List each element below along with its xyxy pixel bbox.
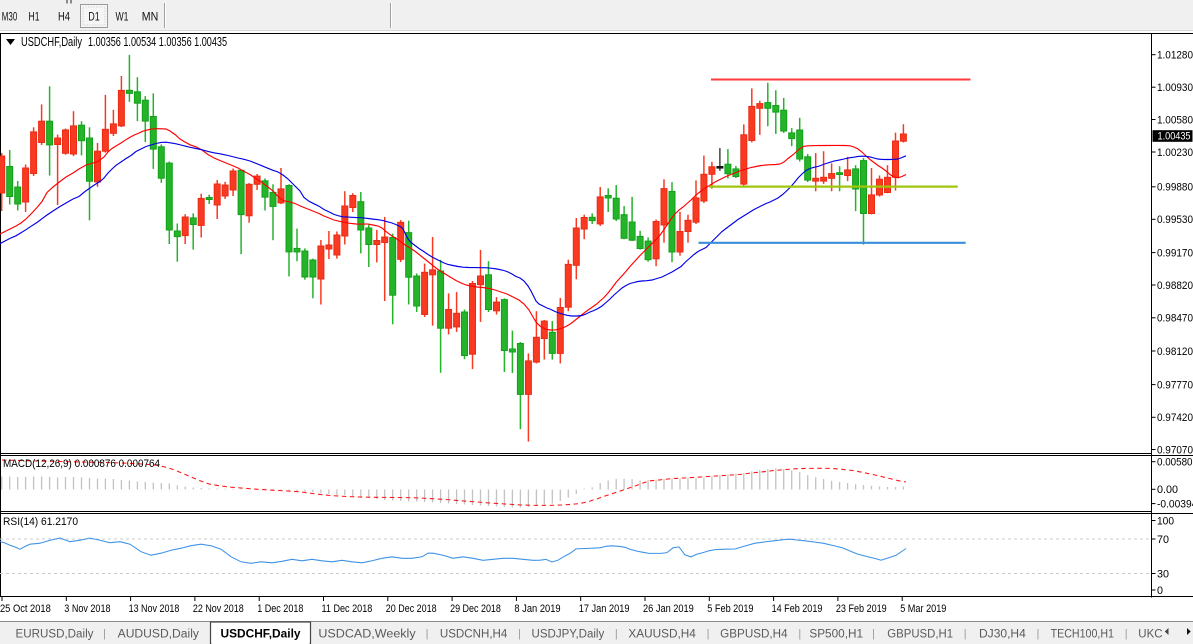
svg-text:0.98820: 0.98820 — [1157, 280, 1193, 292]
svg-text:1.00356 1.00534 1.00356 1.0043: 1.00356 1.00534 1.00356 1.00435 — [88, 35, 227, 49]
svg-text:25 Oct 2018: 25 Oct 2018 — [0, 603, 51, 615]
svg-text:1.01280: 1.01280 — [1157, 50, 1193, 62]
svg-text:8 Jan 2019: 8 Jan 2019 — [514, 603, 560, 615]
svg-text:|: | — [1125, 628, 1128, 640]
svg-text:29 Dec 2018: 29 Dec 2018 — [450, 603, 501, 615]
svg-text:|: | — [707, 628, 710, 640]
svg-text:M30: M30 — [2, 12, 18, 24]
svg-text:SP500,H1: SP500,H1 — [809, 629, 863, 641]
svg-text:0.00: 0.00 — [1157, 484, 1178, 496]
svg-text:22 Nov 2018: 22 Nov 2018 — [193, 603, 244, 615]
svg-text:GBPUSD,H4: GBPUSD,H4 — [720, 629, 788, 641]
svg-text:USDCAD,Weekly: USDCAD,Weekly — [318, 629, 415, 641]
svg-text:70: 70 — [1157, 534, 1169, 546]
svg-text:0.98120: 0.98120 — [1157, 346, 1193, 358]
svg-text:|: | — [426, 628, 429, 640]
svg-text:UKC: UKC — [1138, 629, 1162, 641]
svg-text:|: | — [518, 628, 521, 640]
svg-text:14 Feb 2019: 14 Feb 2019 — [772, 603, 823, 615]
svg-text:0.98470: 0.98470 — [1157, 313, 1193, 325]
svg-text:|: | — [103, 628, 106, 640]
svg-text:0.97770: 0.97770 — [1157, 379, 1193, 391]
svg-text:|: | — [964, 628, 967, 640]
svg-text:1.00580: 1.00580 — [1157, 114, 1193, 126]
svg-text:RSI(14) 61.2170: RSI(14) 61.2170 — [3, 516, 78, 528]
svg-text:13 Nov 2018: 13 Nov 2018 — [129, 603, 180, 615]
svg-text:XAUUSD,H4: XAUUSD,H4 — [628, 629, 696, 641]
svg-text:USDJPY,Daily: USDJPY,Daily — [532, 629, 605, 641]
svg-text:AUDUSD,Daily: AUDUSD,Daily — [118, 629, 200, 641]
svg-text:D1: D1 — [88, 12, 100, 24]
svg-text:H1: H1 — [29, 12, 40, 24]
svg-text:DJ30,H4: DJ30,H4 — [979, 629, 1026, 641]
svg-text:|: | — [615, 628, 618, 640]
svg-text:H4: H4 — [58, 12, 70, 24]
svg-text:3 Nov 2018: 3 Nov 2018 — [64, 603, 110, 615]
svg-text:100: 100 — [1157, 515, 1174, 527]
svg-text:1.00435: 1.00435 — [1158, 131, 1191, 143]
svg-text:0.005802: 0.005802 — [1157, 457, 1193, 469]
svg-text:|: | — [1036, 628, 1039, 640]
svg-text:23 Feb 2019: 23 Feb 2019 — [836, 603, 887, 615]
svg-text:5 Mar 2019: 5 Mar 2019 — [900, 603, 946, 615]
svg-text:5 Feb 2019: 5 Feb 2019 — [707, 603, 753, 615]
svg-text:0.99880: 0.99880 — [1157, 182, 1193, 194]
svg-text:0.97070: 0.97070 — [1157, 444, 1193, 456]
svg-text:TECH100,H1: TECH100,H1 — [1051, 629, 1114, 641]
svg-text:W1: W1 — [116, 12, 129, 24]
svg-text:30: 30 — [1157, 568, 1169, 580]
svg-text:0.99170: 0.99170 — [1157, 247, 1193, 259]
svg-text:GBPUSD,H1: GBPUSD,H1 — [887, 629, 953, 641]
svg-text:EURUSD,Daily: EURUSD,Daily — [16, 629, 94, 641]
svg-text:USDCHF,Daily: USDCHF,Daily — [221, 629, 302, 641]
svg-text:0.97420: 0.97420 — [1157, 412, 1193, 424]
svg-text:11 Dec 2018: 11 Dec 2018 — [322, 603, 373, 615]
svg-text:0: 0 — [1157, 585, 1163, 597]
svg-text:|: | — [798, 628, 801, 640]
svg-text:26 Jan 2019: 26 Jan 2019 — [643, 603, 694, 615]
svg-text:MN: MN — [142, 12, 159, 24]
svg-text:1 Dec 2018: 1 Dec 2018 — [257, 603, 303, 615]
svg-text:USDCNH,H4: USDCNH,H4 — [440, 629, 508, 641]
svg-text:1.00930: 1.00930 — [1157, 82, 1193, 94]
svg-text:-0.003945: -0.003945 — [1157, 498, 1193, 510]
svg-text:0.99530: 0.99530 — [1157, 214, 1193, 226]
svg-text:MACD(12,26,9) 0.000876 0.00076: MACD(12,26,9) 0.000876 0.000764 — [3, 458, 160, 470]
svg-text:USDCHF,Daily: USDCHF,Daily — [21, 35, 83, 49]
svg-text:|: | — [872, 628, 875, 640]
svg-text:17 Jan 2019: 17 Jan 2019 — [579, 603, 630, 615]
svg-text:1.00230: 1.00230 — [1157, 147, 1193, 159]
svg-text:20 Dec 2018: 20 Dec 2018 — [386, 603, 437, 615]
